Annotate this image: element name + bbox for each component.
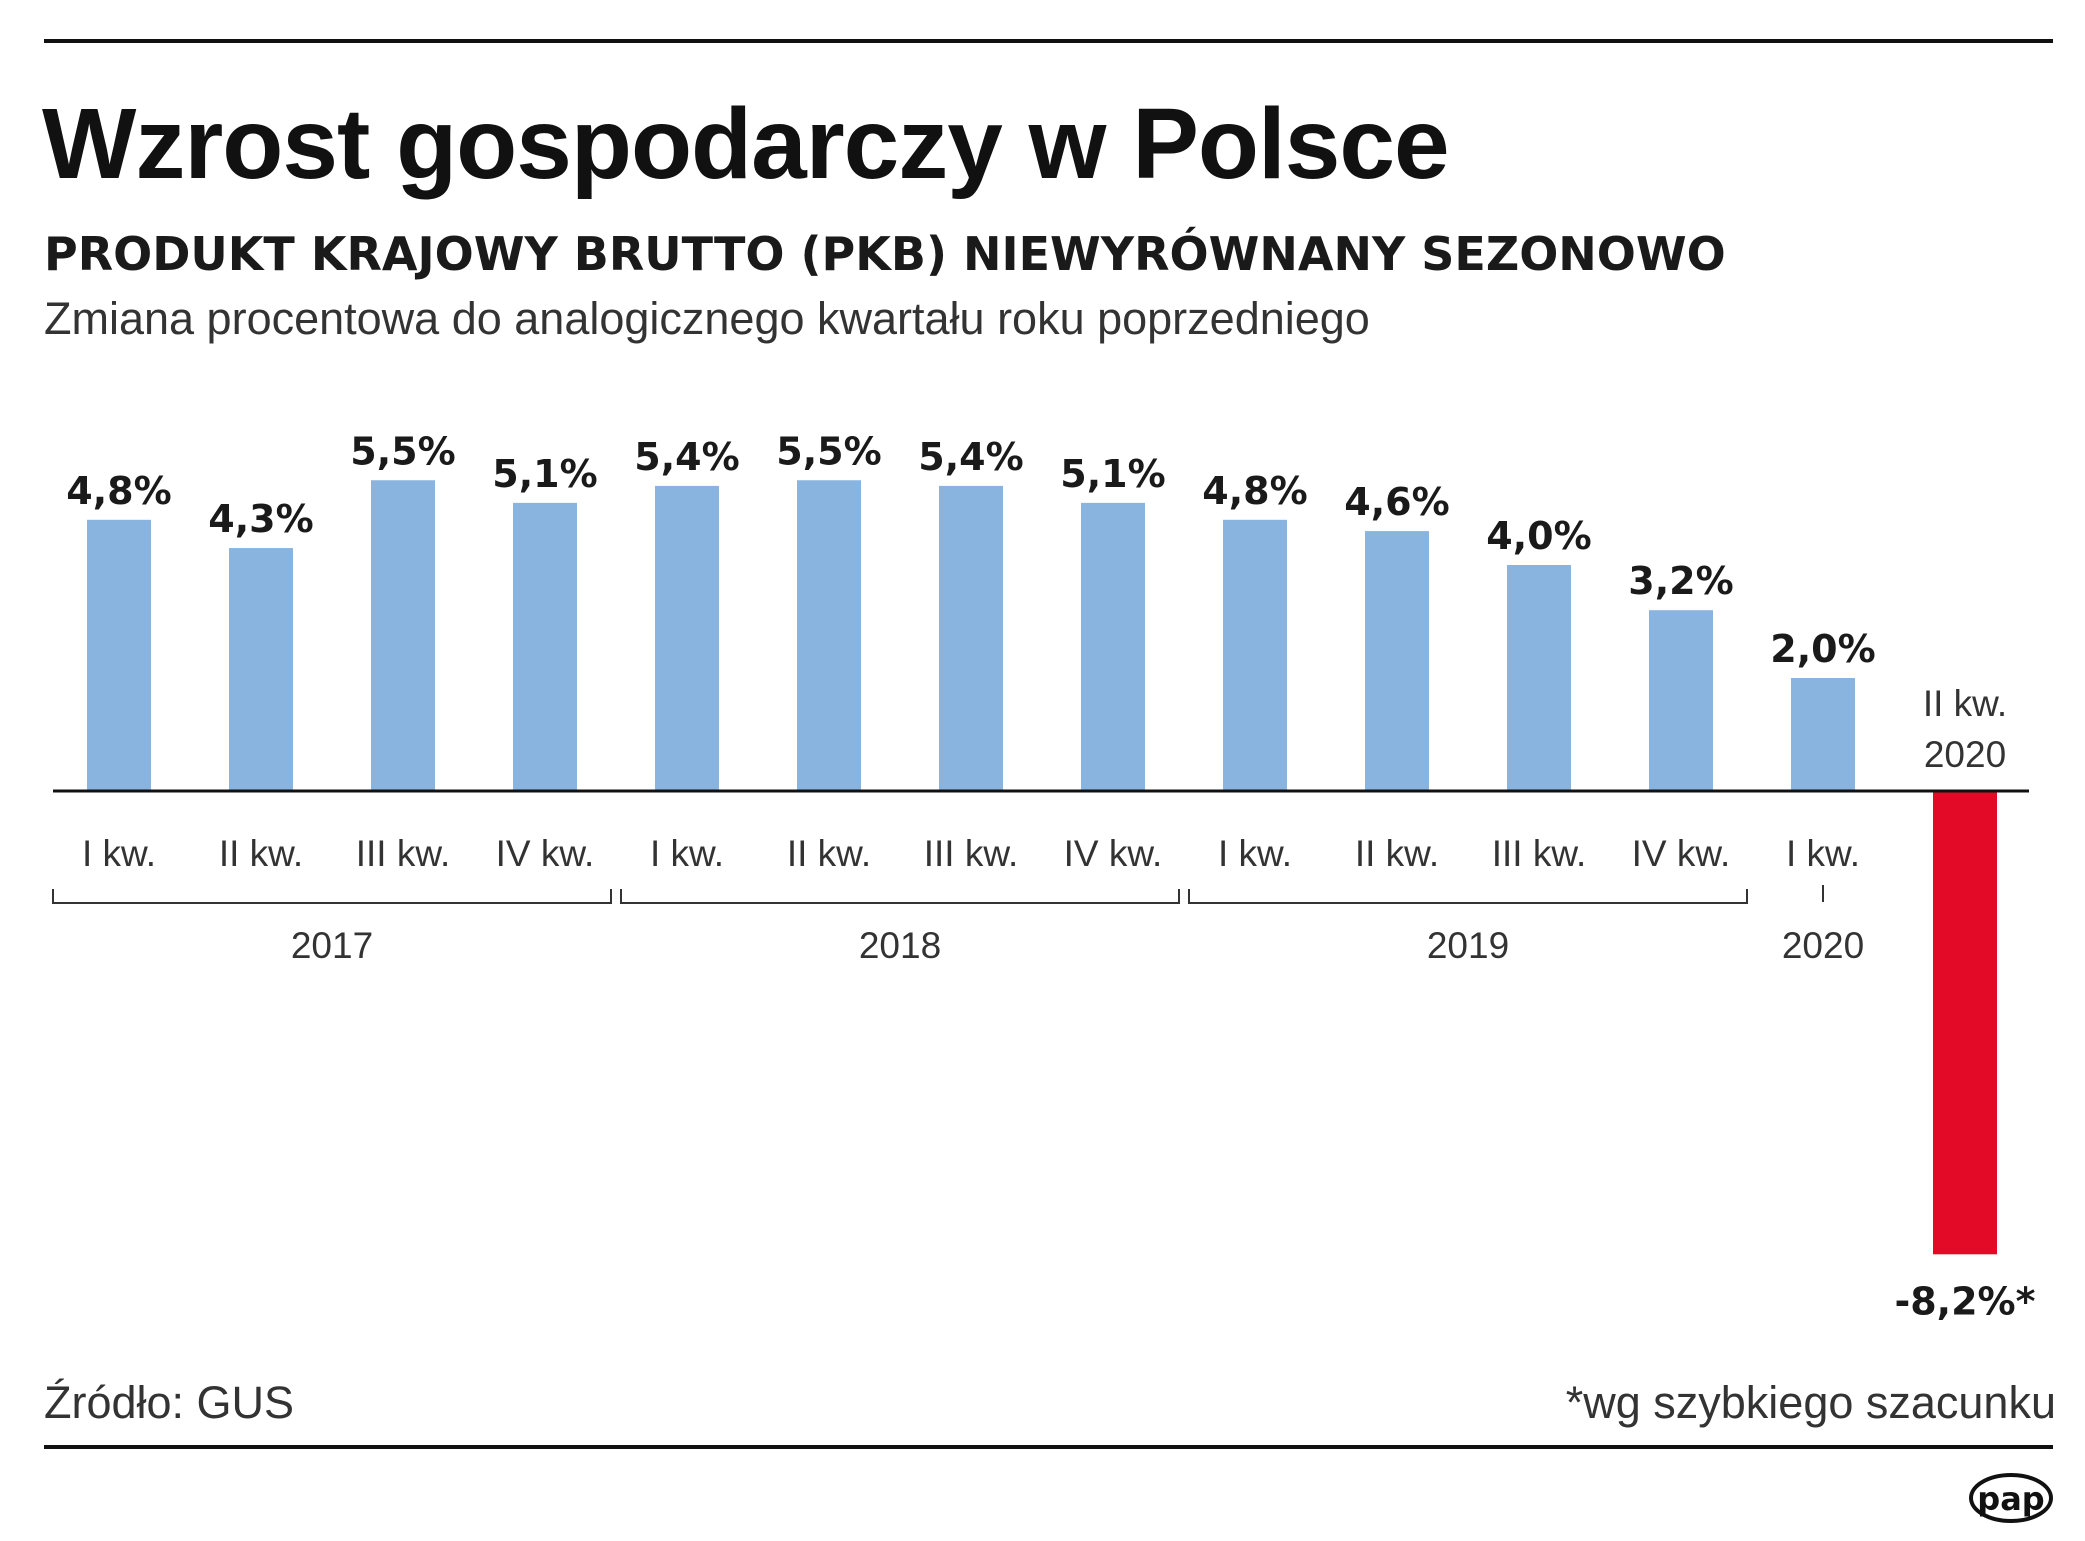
pap-logo-text: pap — [1977, 1480, 2044, 1518]
value-label: 5,5% — [350, 429, 455, 473]
plot-area: 4,8% I kw. 4,3% II kw. 5,5% III kw. 5,1% IV kw.… — [52, 429, 2036, 1323]
value-label: 5,1% — [492, 452, 597, 496]
bar — [1223, 519, 1287, 791]
value-label: 4,3% — [208, 497, 313, 541]
year-label: 2019 — [1427, 925, 1509, 966]
bar — [797, 480, 861, 791]
bar — [939, 485, 1003, 791]
value-label: 5,4% — [918, 435, 1023, 479]
category-label: III kw. — [924, 833, 1019, 874]
value-label: 5,1% — [1060, 452, 1165, 496]
year-label: 2017 — [291, 925, 373, 966]
value-label: 3,2% — [1628, 559, 1733, 603]
year-bracket — [52, 889, 612, 904]
year-label: 2020 — [1782, 925, 1864, 966]
category-label: II kw. — [219, 833, 303, 874]
bar — [1081, 502, 1145, 791]
bar — [1933, 791, 1997, 1255]
category-label: I kw. — [82, 833, 156, 874]
year-bracket — [1188, 889, 1748, 904]
bar — [655, 485, 719, 791]
category-label: III kw. — [356, 833, 451, 874]
bar — [1791, 678, 1855, 791]
category-label: IV kw. — [1632, 833, 1731, 874]
chart-subtitle: PRODUKT KRAJOWY BRUTTO (PKB) NIEWYRÓWNAN… — [44, 227, 1726, 281]
bar — [371, 480, 435, 791]
category-label: II kw. — [1923, 683, 2007, 724]
category-label: IV kw. — [496, 833, 595, 874]
source-label: Źródło: GUS — [44, 1377, 294, 1428]
bar — [1365, 531, 1429, 791]
value-label: 2,0% — [1770, 627, 1875, 671]
year-label: 2018 — [859, 925, 941, 966]
pap-logo: pap — [1969, 1473, 2053, 1523]
value-label: 4,8% — [66, 469, 171, 513]
footnote: *wg szybkiego szacunku — [1566, 1377, 2056, 1428]
year-bracket — [620, 889, 1180, 904]
category-label: III kw. — [1492, 833, 1587, 874]
bar — [229, 548, 293, 791]
category-label: I kw. — [1786, 833, 1860, 874]
value-label: -8,2%* — [1894, 1279, 2035, 1323]
bar — [1507, 565, 1571, 791]
chart-title: Wzrost gospodarczy w Polsce — [42, 88, 1449, 200]
value-label: 4,0% — [1486, 514, 1591, 558]
bar — [513, 502, 577, 791]
bar — [1649, 610, 1713, 791]
category-label: II kw. — [1355, 833, 1439, 874]
bar — [87, 519, 151, 791]
value-label: 4,8% — [1202, 469, 1307, 513]
category-label: IV kw. — [1064, 833, 1163, 874]
chart-description: Zmiana procentowa do analogicznego kwart… — [44, 293, 1370, 344]
category-label: 2020 — [1924, 734, 2006, 775]
category-label: I kw. — [650, 833, 724, 874]
value-label: 5,4% — [634, 435, 739, 479]
value-label: 5,5% — [776, 429, 881, 473]
value-label: 4,6% — [1344, 480, 1449, 524]
category-label: I kw. — [1218, 833, 1292, 874]
category-label: II kw. — [787, 833, 871, 874]
